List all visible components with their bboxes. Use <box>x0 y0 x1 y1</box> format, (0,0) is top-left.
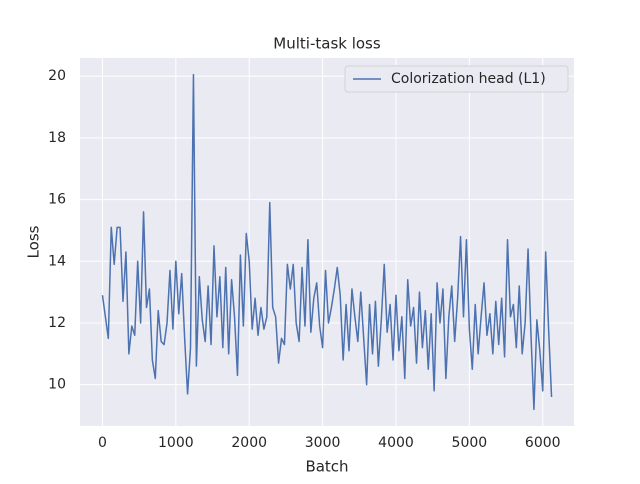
marks <box>101 73 553 411</box>
y-tick-label: 12 <box>48 315 66 331</box>
x-tick-label: 2000 <box>231 435 267 451</box>
legend: Colorization head (L1) <box>344 65 569 93</box>
plot-area <box>80 58 574 426</box>
chart-title: Multi-task loss <box>273 35 381 53</box>
x-tick-label: 1000 <box>158 435 194 451</box>
x-axis-label: Batch <box>305 458 348 476</box>
legend-box <box>344 65 569 93</box>
y-axis-label: Loss <box>25 225 43 258</box>
y-tick-label: 18 <box>48 130 66 146</box>
y-tick-label: 14 <box>48 253 66 269</box>
y-tick-label: 10 <box>48 377 66 393</box>
x-tick-label: 6000 <box>525 435 561 451</box>
y-tick-label: 20 <box>48 68 66 84</box>
x-tick-label: 5000 <box>452 435 488 451</box>
data-line <box>101 73 553 411</box>
x-tick-label: 4000 <box>378 435 414 451</box>
x-tick-label: 3000 <box>305 435 341 451</box>
grid <box>80 58 574 426</box>
legend-label: Colorization head (L1) <box>391 71 546 87</box>
x-tick-label: 0 <box>98 435 107 451</box>
y-tick-label: 16 <box>48 192 66 208</box>
